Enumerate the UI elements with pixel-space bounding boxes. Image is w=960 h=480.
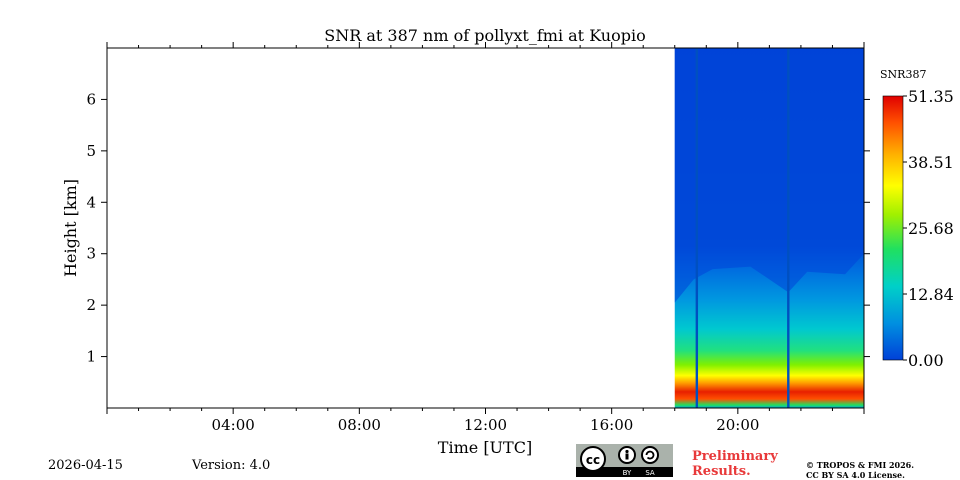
colorbar-tick-label: 38.51 [908,153,954,172]
y-tick-label: 5 [86,142,96,160]
y-tick-label: 6 [86,90,96,108]
y-tick-label: 1 [86,348,96,366]
colorbar-tick-label: 51.35 [908,87,954,106]
footer-version: Version: 4.0 [192,458,271,473]
colorbar-tick-label: 12.84 [908,285,954,304]
chart-title: SNR at 387 nm of pollyxt_fmi at Kuopio [324,26,645,45]
x-tick-label: 08:00 [338,416,381,434]
data-gap-1 [787,48,790,408]
colorbar-tick-label: 0.00 [908,351,944,370]
colorbar-tick-label: 25.68 [908,219,954,238]
svg-text:SA: SA [645,469,655,477]
x-axis-label: Time [UTC] [438,438,532,457]
y-tick-label: 2 [86,296,96,314]
svg-text:BY: BY [623,469,632,477]
sa-icon [641,446,659,464]
colorbar-label: SNR387 [880,68,926,81]
y-tick-label: 4 [86,193,96,211]
cc-icon [580,446,606,472]
preliminary-results-note: Preliminary Results. [692,449,778,479]
copyright-note: © TROPOS & FMI 2026. CC BY SA 4.0 Licens… [806,460,915,480]
cc-license-badge: cc BY SA [576,444,673,477]
x-axis: 04:00 08:00 12:00 16:00 20:00 [106,42,865,434]
colorbar [882,95,904,361]
x-tick-label: 04:00 [212,416,255,434]
footer-date: 2026-04-15 [48,458,123,473]
x-tick-label: 16:00 [590,416,633,434]
y-axis: 1 2 3 4 5 6 [86,90,870,366]
heatmap-data [674,48,864,408]
y-tick-label: 3 [86,245,96,263]
x-tick-label: 12:00 [464,416,507,434]
data-gap-0 [695,48,699,408]
free-troposphere-region [674,48,864,303]
x-tick-label: 20:00 [716,416,759,434]
y-axis-label: Height [km] [61,179,80,277]
svg-text:cc: cc [586,453,600,467]
colorbar-ticks: 0.00 12.84 25.68 38.51 51.35 [903,87,954,370]
